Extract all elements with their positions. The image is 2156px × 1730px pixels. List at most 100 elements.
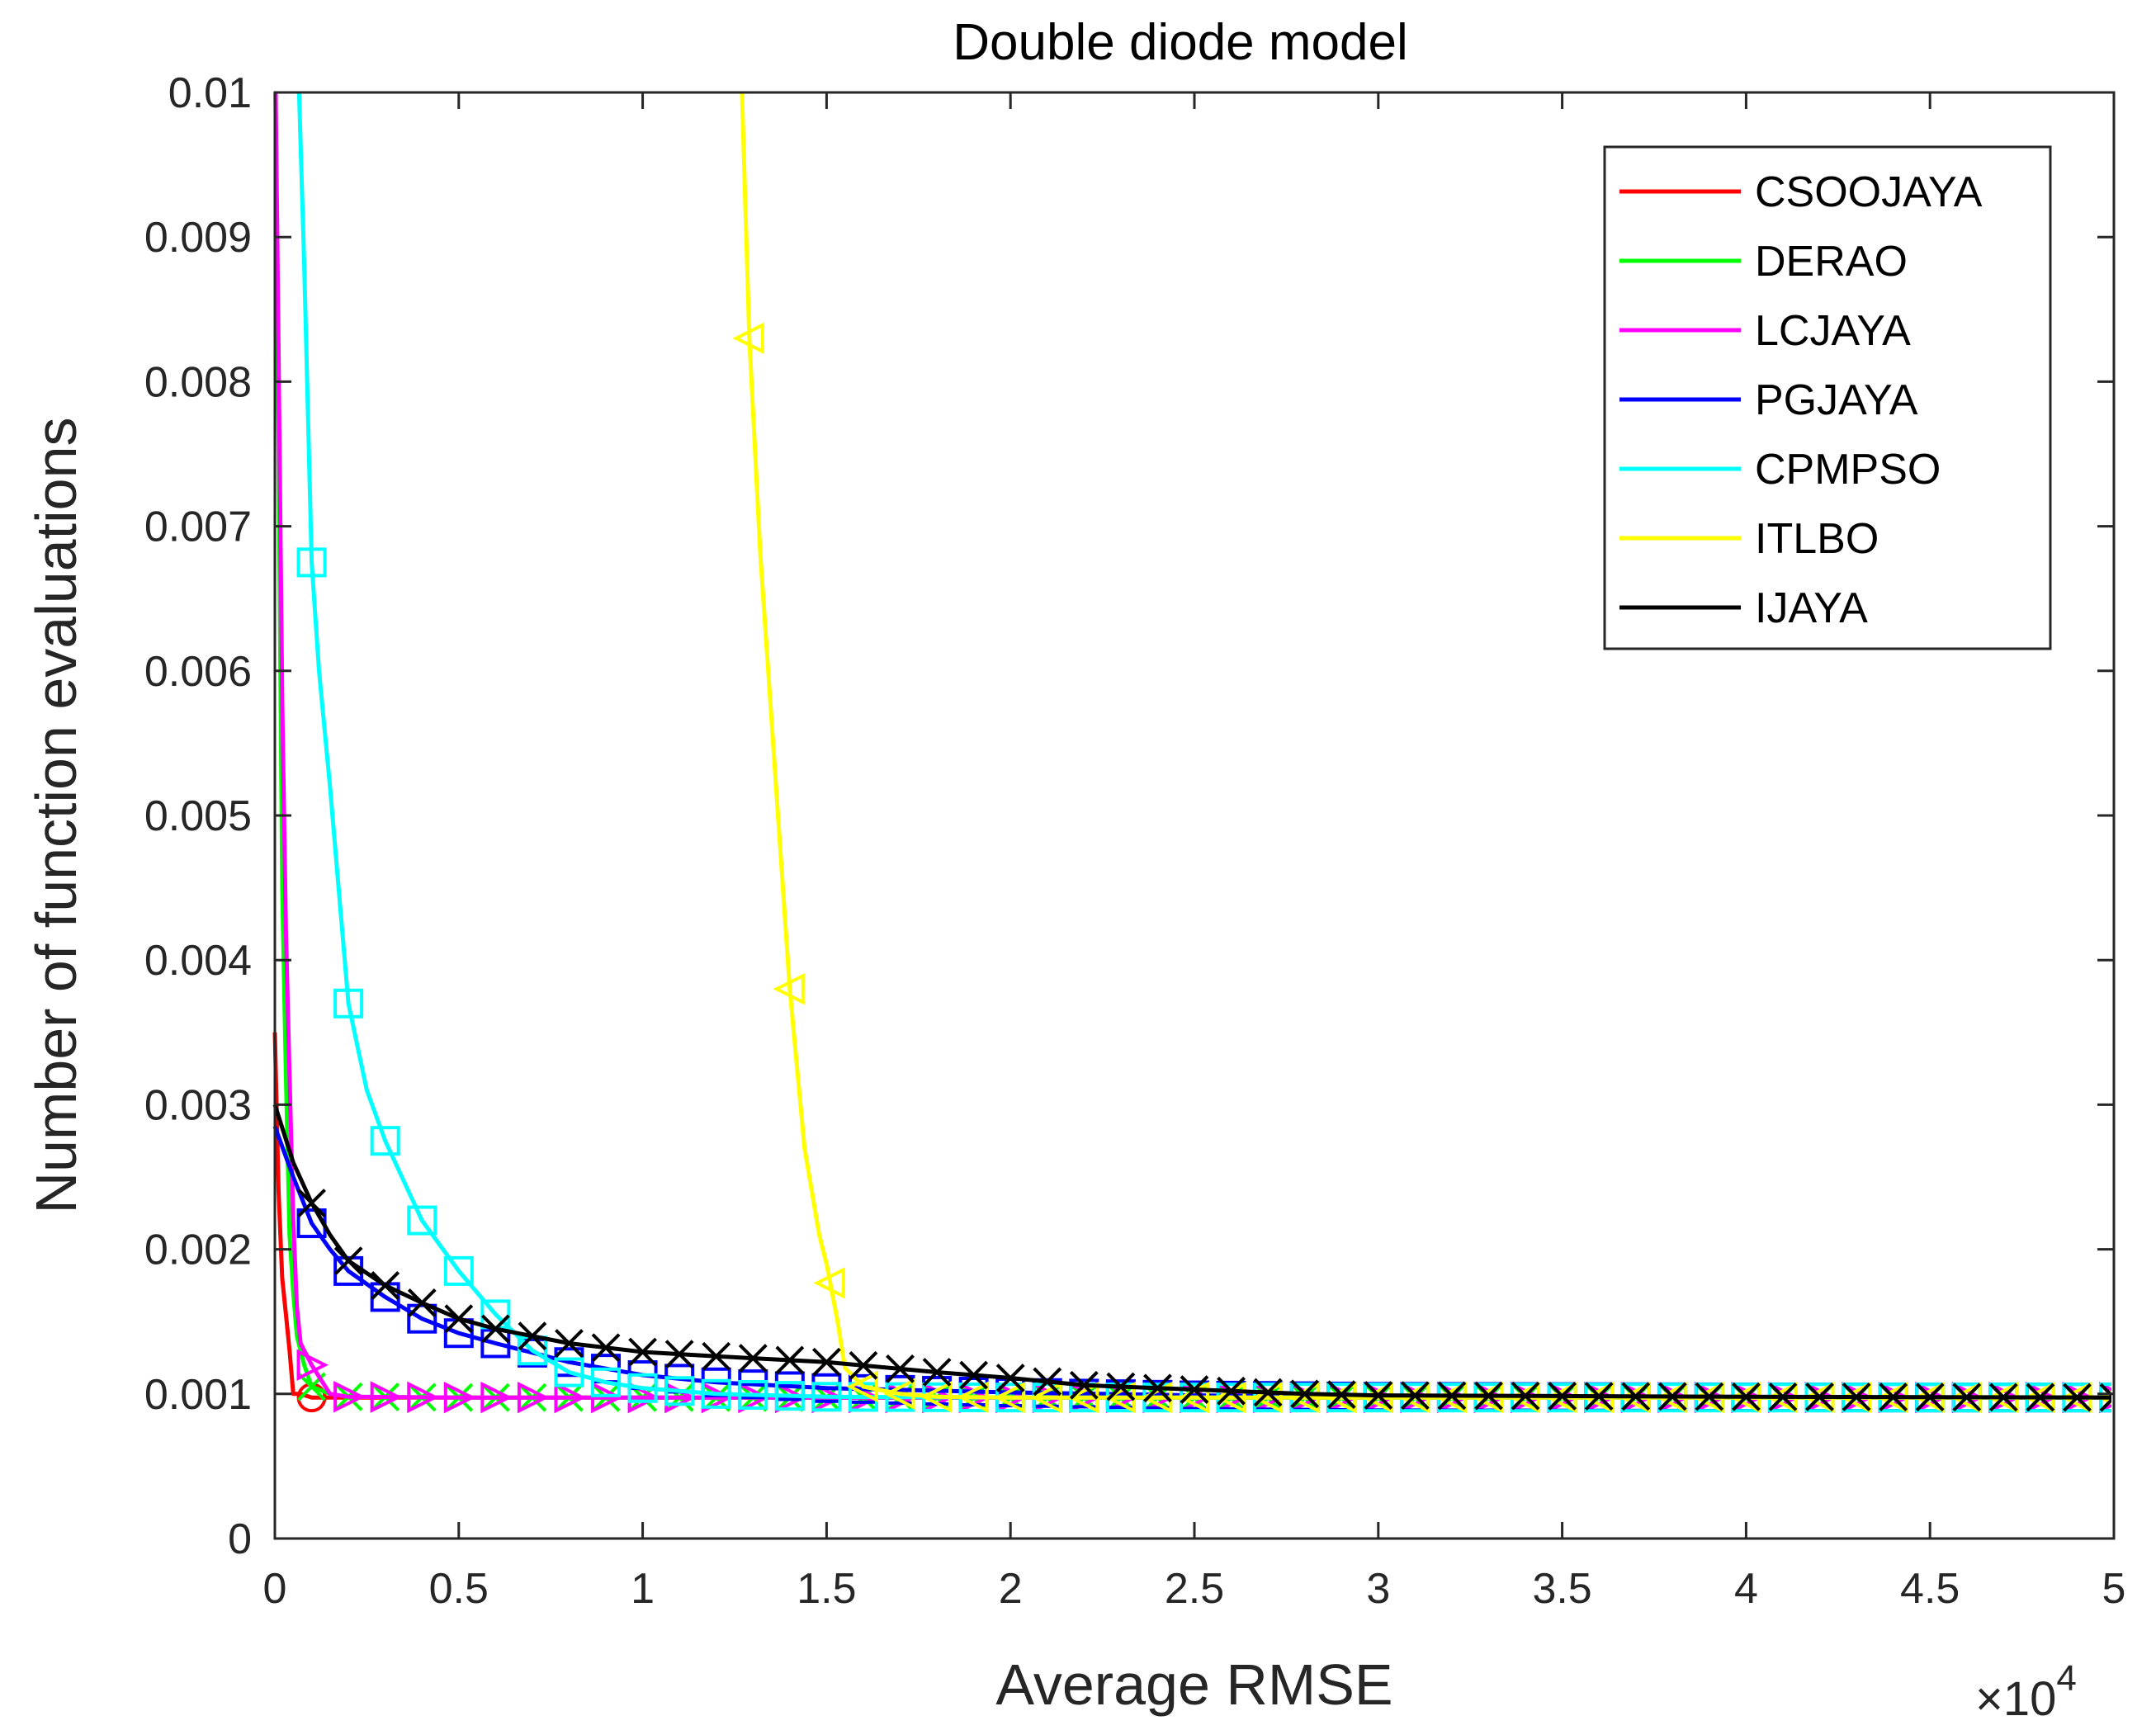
marker-itlbo-7 [993,1381,1026,1414]
marker-lcjaya-1 [333,1381,366,1413]
marker-ijaya-46 [1988,1383,2018,1412]
legend-label-csoojaya: CSOOJAYA [1755,168,1983,216]
marker-itlbo-4 [883,1378,915,1411]
x-tick-label-7: 3.5 [1532,1565,1591,1613]
marker-ijaya-10 [664,1340,694,1369]
marker-cpmpso-14 [811,1382,842,1412]
marker-itlbo-8 [1030,1381,1062,1414]
legend-label-pgjaya: PGJAYA [1755,376,1918,424]
x-tick-label-2: 1 [631,1565,655,1613]
marker-ijaya-4 [444,1304,474,1334]
marker-ijaya-20 [1033,1367,1062,1397]
marker-ijaya-49 [2099,1383,2111,1412]
y-tick-label-8: 0.008 [144,358,252,406]
legend-label-cpmpso: CPMPSO [1755,446,1941,494]
x-axis-exponent: ×104 [1975,1658,2077,1726]
marker-ijaya-14 [811,1347,841,1377]
legend: CSOOJAYA DERAO LCJAYA PGJAYA CPMPSO ITLBO IJAY… [1603,145,2052,650]
y-tick-label-7: 0.007 [144,503,252,551]
marker-itlbo-1 [773,973,805,1005]
x-tick-label-3: 1.5 [797,1565,856,1613]
marker-lcjaya-7 [554,1381,586,1414]
marker-ijaya-33 [1511,1381,1540,1411]
marker-itlbo-15 [1288,1381,1320,1414]
marker-cpmpso-3 [407,1205,437,1236]
legend-label-lcjaya: LCJAYA [1755,307,1911,355]
x-tick-label-4: 2 [999,1565,1023,1613]
marker-ijaya-11 [702,1341,731,1371]
x-axis-label: Average RMSE [995,1652,1392,1717]
marker-lcjaya-3 [407,1381,439,1414]
marker-cpmpso-2 [370,1126,400,1156]
marker-cpmpso-11 [701,1378,731,1409]
x-tick-label-5: 2.5 [1165,1565,1224,1613]
legend-label-itlbo: ITLBO [1755,515,1879,563]
marker-ijaya-26 [1253,1378,1283,1407]
marker-ijaya-44 [1915,1383,1945,1412]
legend-entry-derao: DERAO [1619,238,1908,286]
marker-ijaya-9 [628,1337,658,1367]
marker-cpmpso-10 [664,1376,695,1406]
marker-lcjaya-5 [480,1381,513,1414]
legend-label-derao: DERAO [1755,238,1908,286]
marker-ijaya-12 [738,1344,768,1373]
legend-entry-csoojaya: CSOOJAYA [1619,168,1983,216]
marker-itlbo-11 [1140,1381,1173,1414]
marker-ijaya-43 [1879,1383,1908,1411]
marker-lcjaya-4 [443,1381,476,1414]
marker-cpmpso-12 [738,1379,768,1410]
marker-ijaya-2 [371,1270,400,1300]
marker-itlbo-16 [1324,1381,1357,1414]
marker-ijaya-5 [480,1314,510,1344]
x-tick-label-10: 5 [2102,1565,2126,1613]
marker-ijaya-39 [1731,1382,1761,1411]
marker-itlbo-0 [732,322,764,355]
series-layer [272,92,2111,1414]
marker-ijaya-6 [518,1321,547,1351]
marker-ijaya-32 [1474,1381,1503,1411]
marker-ijaya-40 [1768,1382,1798,1411]
legend-label-ijaya: IJAYA [1755,584,1868,632]
marker-ijaya-24 [1180,1375,1209,1404]
marker-lcjaya-8 [591,1381,623,1414]
marker-cpmpso-0 [296,547,327,578]
marker-ijaya-29 [1364,1381,1393,1410]
marker-ijaya-16 [886,1354,915,1383]
legend-entry-ijaya: IJAYA [1619,584,1868,632]
y-tick-label-2: 0.002 [144,1227,252,1274]
y-tick-label-6: 0.006 [144,648,252,696]
marker-ijaya-31 [1437,1381,1467,1411]
marker-cpmpso-7 [554,1357,584,1387]
marker-ijaya-23 [1143,1373,1172,1403]
marker-ijaya-34 [1548,1382,1577,1411]
marker-ijaya-18 [959,1360,989,1390]
marker-ijaya-22 [1106,1372,1136,1401]
marker-ijaya-3 [407,1288,437,1317]
marker-ijaya-47 [2026,1383,2055,1412]
marker-itlbo-6 [957,1381,989,1413]
marker-ijaya-41 [1805,1383,1834,1411]
marker-ijaya-0 [297,1189,326,1217]
marker-cpmpso-9 [627,1373,658,1403]
x-axis-exponent-power: 4 [2056,1658,2076,1699]
series-ijaya [272,1104,2111,1412]
x-tick-label-8: 4 [1734,1565,1758,1613]
marker-itlbo-3 [846,1370,878,1403]
marker-ijaya-38 [1695,1382,1724,1411]
y-tick-label-1: 0.001 [144,1371,252,1419]
marker-ijaya-28 [1326,1380,1356,1410]
marker-cpmpso-8 [591,1367,622,1397]
marker-lcjaya-6 [517,1381,550,1414]
marker-ijaya-37 [1657,1382,1687,1411]
y-axis-label: Number of function evaluations [24,418,88,1214]
y-tick-label-9: 0.009 [144,214,252,262]
marker-ijaya-27 [1290,1379,1320,1409]
y-tick-label-3: 0.003 [144,1081,252,1129]
marker-itlbo-2 [813,1267,845,1299]
marker-ijaya-48 [2063,1383,2092,1412]
y-tick-label-4: 0.004 [144,937,252,985]
marker-itlbo-17 [1361,1381,1393,1414]
marker-ijaya-25 [1217,1376,1246,1406]
marker-ijaya-21 [1069,1370,1099,1400]
y-tick-label-10: 0.01 [168,69,252,117]
